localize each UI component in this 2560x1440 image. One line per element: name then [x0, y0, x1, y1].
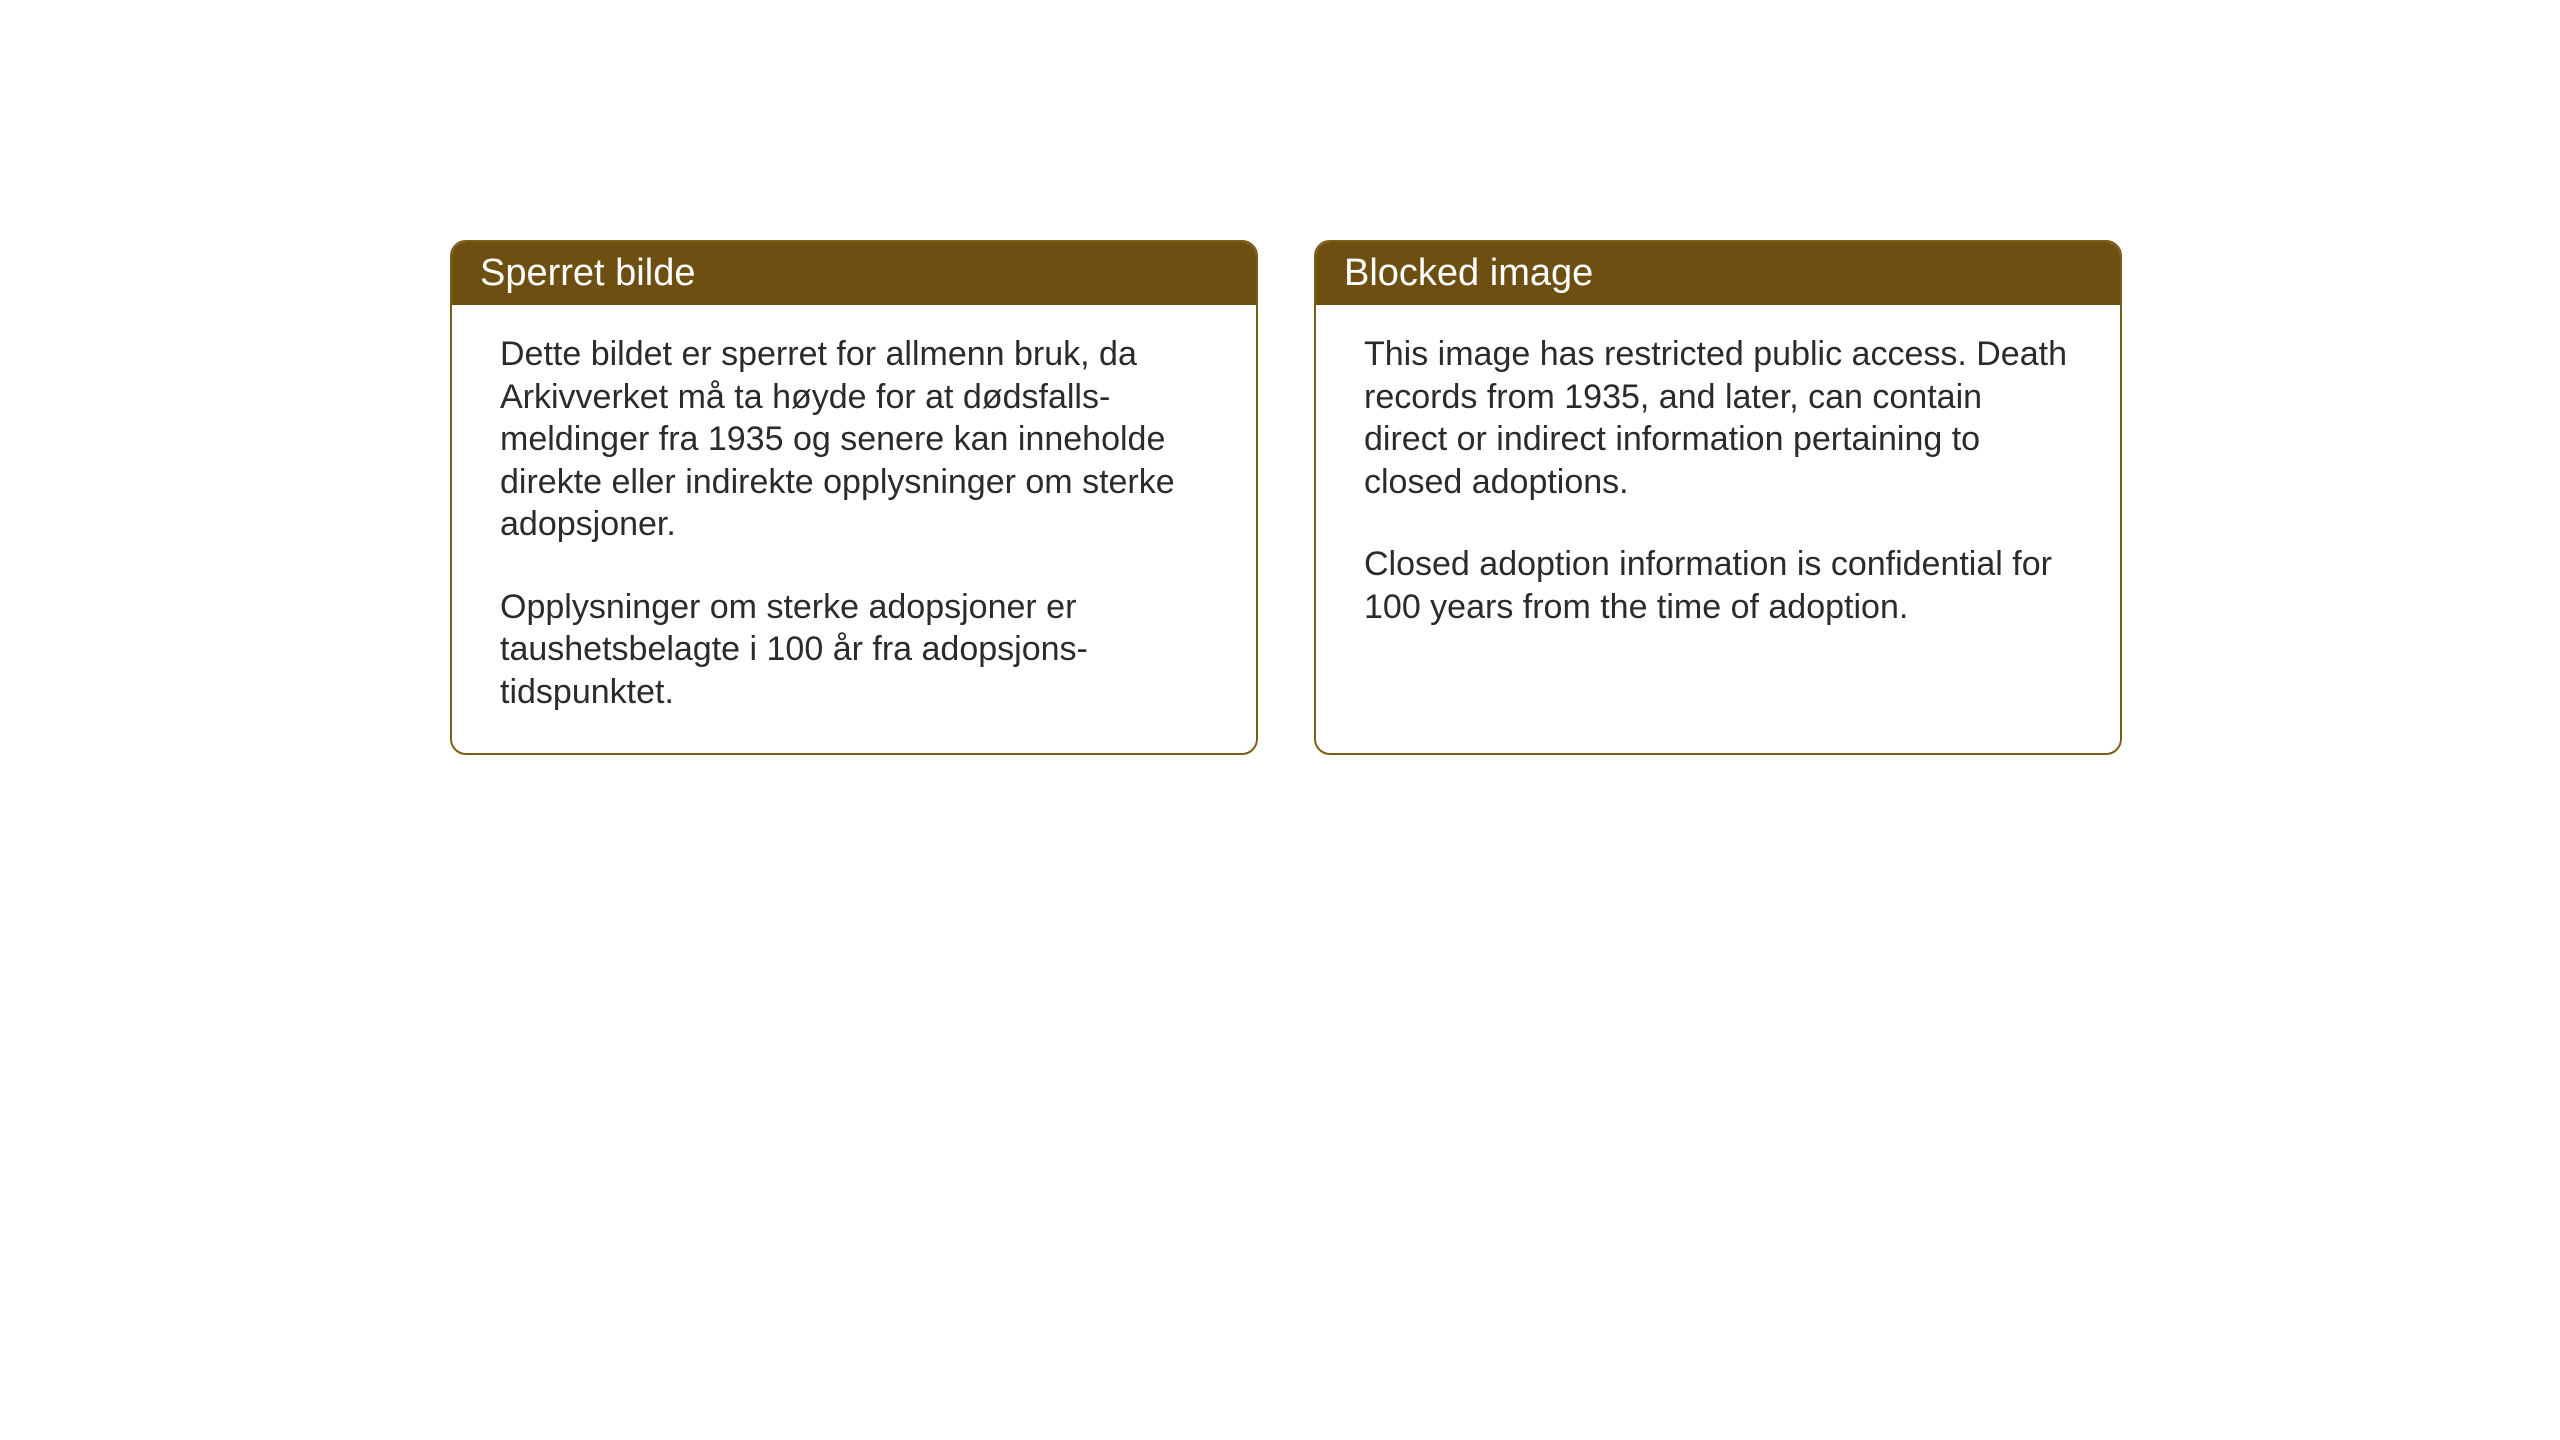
notice-body-norwegian: Dette bildet er sperret for allmenn bruk… — [452, 305, 1256, 753]
notice-card-norwegian: Sperret bilde Dette bildet er sperret fo… — [450, 240, 1258, 755]
notice-paragraph: Opplysninger om sterke adopsjoner er tau… — [500, 586, 1208, 714]
notice-paragraph: Closed adoption information is confident… — [1364, 543, 2072, 628]
notice-body-english: This image has restricted public access.… — [1316, 305, 2120, 745]
notice-header-norwegian: Sperret bilde — [452, 242, 1256, 305]
notice-paragraph: This image has restricted public access.… — [1364, 333, 2072, 503]
notice-title-norwegian: Sperret bilde — [480, 252, 695, 294]
notice-paragraph: Dette bildet er sperret for allmenn bruk… — [500, 333, 1208, 546]
notice-container: Sperret bilde Dette bildet er sperret fo… — [450, 240, 2122, 755]
notice-title-english: Blocked image — [1344, 252, 1593, 294]
notice-card-english: Blocked image This image has restricted … — [1314, 240, 2122, 755]
notice-header-english: Blocked image — [1316, 242, 2120, 305]
